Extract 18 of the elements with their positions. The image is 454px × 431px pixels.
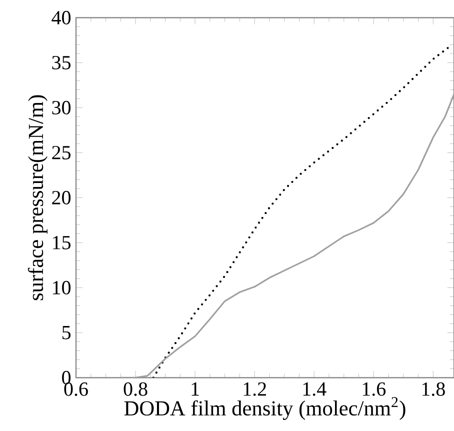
x-tick-label: 0.6 xyxy=(64,382,88,396)
x-tick-label: 1 xyxy=(192,382,199,396)
y-tick-label: 25 xyxy=(52,146,71,160)
y-tick-label: 0 xyxy=(62,370,71,384)
x-tick-label: 1.2 xyxy=(244,382,266,396)
x-tick-label: 0.8 xyxy=(124,382,148,396)
y-tick-label: 30 xyxy=(52,100,71,114)
x-axis-title: DODA film density (molec/nm$^{2}$) xyxy=(124,397,406,420)
y-axis-title: surface pressure(mN/m) xyxy=(28,95,48,300)
x-tick-label: 1.6 xyxy=(362,382,386,396)
y-tick-label: 15 xyxy=(53,236,71,250)
x-tick-label: 1.8 xyxy=(422,382,445,396)
y-tick-label: 5 xyxy=(62,326,71,340)
y-tick-label: 40 xyxy=(52,10,71,24)
x-tick-label: 1.4 xyxy=(303,382,326,396)
y-tick-label: 20 xyxy=(52,190,71,204)
y-tick-label: 35 xyxy=(52,56,71,70)
y-tick-label: 10 xyxy=(53,280,71,294)
